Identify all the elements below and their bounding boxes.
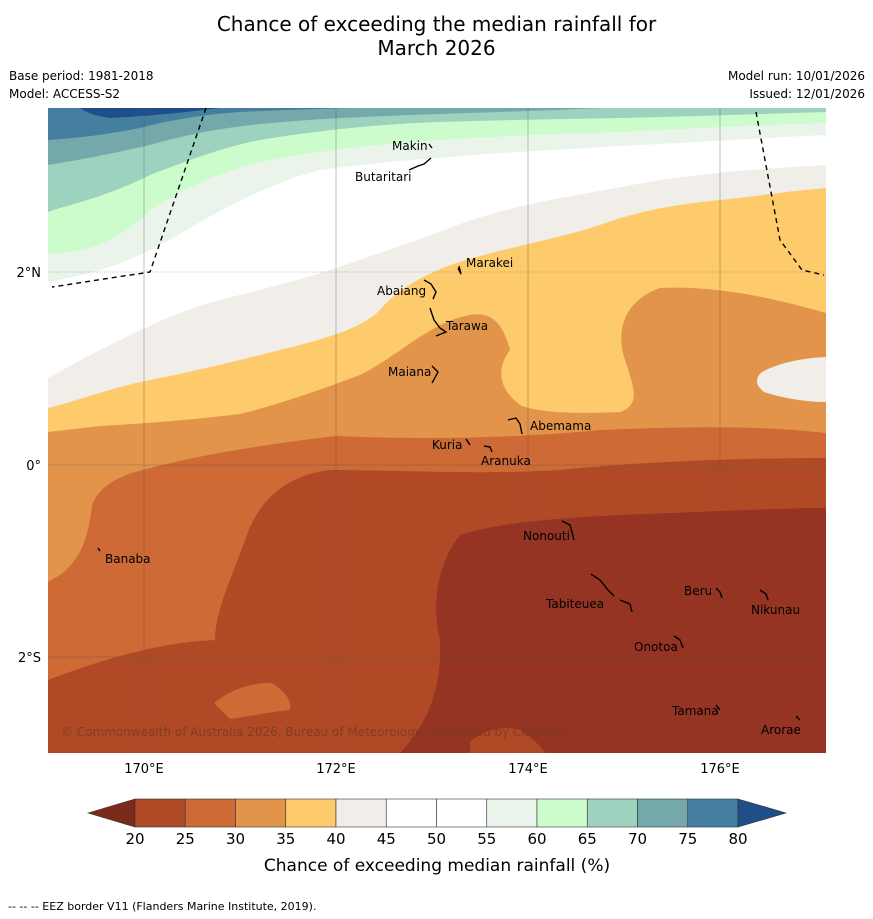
colorbar-cell <box>235 798 287 828</box>
issued-date: Issued: 12/01/2026 <box>749 87 865 101</box>
island-label: Tarawa <box>445 319 488 333</box>
lon-tick-label: 170°E <box>124 762 164 777</box>
colorbar-tick-label: 50 <box>427 830 446 848</box>
marakei-island-shape <box>457 265 462 275</box>
island-label: Nikunau <box>751 603 800 617</box>
island-label: Tamana <box>671 704 719 718</box>
colorbar-tick-label: 45 <box>377 830 396 848</box>
colorbar-ticks: 20 25 30 35 40 45 50 55 60 65 70 75 80 <box>125 830 747 848</box>
colorbar-cell <box>385 798 437 828</box>
map-title: Chance of exceeding the median rainfall … <box>0 12 873 60</box>
nonouti-island-shape <box>561 520 575 541</box>
colorbar-tick-label: 25 <box>176 830 195 848</box>
island-label: Butaritari <box>355 170 412 184</box>
aranuka-island-shape <box>483 445 493 453</box>
colorbar-cells <box>86 798 788 828</box>
tarawa-island-shape <box>429 307 448 337</box>
maiana-island-shape <box>431 365 439 384</box>
island-label: Abemama <box>530 419 591 433</box>
nikunau-island-shape <box>759 589 769 601</box>
island-label: Banaba <box>105 552 151 566</box>
island-label: Tabiteuea <box>545 597 604 611</box>
island-label: Arorae <box>761 723 801 737</box>
colorbar: 20 25 30 35 40 45 50 55 60 65 70 75 80 Chance of exc… <box>86 798 788 876</box>
colorbar-tick-label: 30 <box>226 830 245 848</box>
colorbar-tick-label: 65 <box>578 830 597 848</box>
banaba-island-shape <box>97 547 101 552</box>
lon-tick-label: 172°E <box>316 762 356 777</box>
colorbar-cell <box>436 798 488 828</box>
title-line-1: Chance of exceeding the median rainfall … <box>216 12 657 36</box>
colorbar-extend-high <box>737 798 788 828</box>
contour-fill <box>48 108 826 753</box>
colorbar-tick-label: 80 <box>728 830 747 848</box>
lon-tick-label: 174°E <box>508 762 548 777</box>
arorae-island-shape <box>795 715 801 721</box>
model-run: Model run: 10/01/2026 <box>727 69 865 83</box>
lat-tick-label: 2°S <box>18 651 41 666</box>
abaiang-island-shape <box>423 279 437 300</box>
island-labels: Makin Butaritari Marakei Abaiang Tarawa … <box>105 139 801 737</box>
colorbar-extend-low <box>86 798 136 828</box>
colorbar-cell <box>586 798 638 828</box>
tabiteuea-south-shape <box>619 599 633 613</box>
colorbar-cell <box>536 798 588 828</box>
tabiteuea-north-shape <box>590 573 615 597</box>
eez-border <box>51 107 825 288</box>
abemama-island-shape <box>507 417 523 435</box>
island-label: Kuria <box>432 438 463 452</box>
colorbar-tick-label: 35 <box>276 830 295 848</box>
island-label: Abaiang <box>377 284 426 298</box>
colorbar-tick-label: 70 <box>628 830 647 848</box>
island-label: Makin <box>392 139 428 153</box>
colorbar-tick-label: 75 <box>678 830 697 848</box>
rainfall-map: Makin Butaritari Marakei Abaiang Tarawa … <box>17 107 826 777</box>
island-label: Nonouti <box>523 529 570 543</box>
model-name: Model: ACCESS-S2 <box>9 87 121 101</box>
colorbar-cell <box>134 798 186 828</box>
beru-island-shape <box>715 587 723 599</box>
colorbar-tick-label: 20 <box>125 830 144 848</box>
base-period: Base period: 1981-2018 <box>9 69 154 83</box>
colorbar-cell <box>335 798 387 828</box>
colorbar-tick-label: 60 <box>527 830 546 848</box>
colorbar-label: Chance of exceeding median rainfall (%) <box>264 856 610 876</box>
colorbar-tick-label: 55 <box>477 830 496 848</box>
colorbar-cell <box>687 798 739 828</box>
colorbar-tick-label: 40 <box>326 830 345 848</box>
meta-right: Model run: 10/01/2026 Issued: 12/01/2026 <box>728 67 865 103</box>
lat-tick-label: 2°N <box>17 266 42 281</box>
lon-tick-label: 176°E <box>700 762 740 777</box>
lat-tick-label: 0° <box>26 459 41 474</box>
island-label: Aranuka <box>481 454 531 468</box>
island-label: Beru <box>684 584 712 598</box>
island-shapes <box>97 143 801 721</box>
axis-labels: 170°E 172°E 174°E 176°E 2°N 0° 2°S <box>17 266 740 777</box>
butaritari-island-shape <box>408 157 432 171</box>
meta-left: Base period: 1981-2018 Model: ACCESS-S2 <box>9 67 154 103</box>
colorbar-cell <box>637 798 689 828</box>
makin-island-shape <box>428 143 433 149</box>
eez-footnote: -- -- -- EEZ border V11 (Flanders Marine… <box>8 900 317 913</box>
tamana-island-shape <box>715 704 721 711</box>
onotoa-island-shape <box>673 635 684 649</box>
island-label: Maiana <box>388 365 431 379</box>
colorbar-cell <box>184 798 236 828</box>
colorbar-cell <box>285 798 337 828</box>
title-line-2: March 2026 <box>377 36 496 60</box>
island-label: Marakei <box>466 256 513 270</box>
island-label: Onotoa <box>634 640 678 654</box>
kuria-island-shape <box>465 438 471 446</box>
copyright-notice: © Commonwealth of Australia 2026, Bureau… <box>61 725 566 739</box>
colorbar-cell <box>486 798 538 828</box>
gridlines <box>48 108 826 753</box>
